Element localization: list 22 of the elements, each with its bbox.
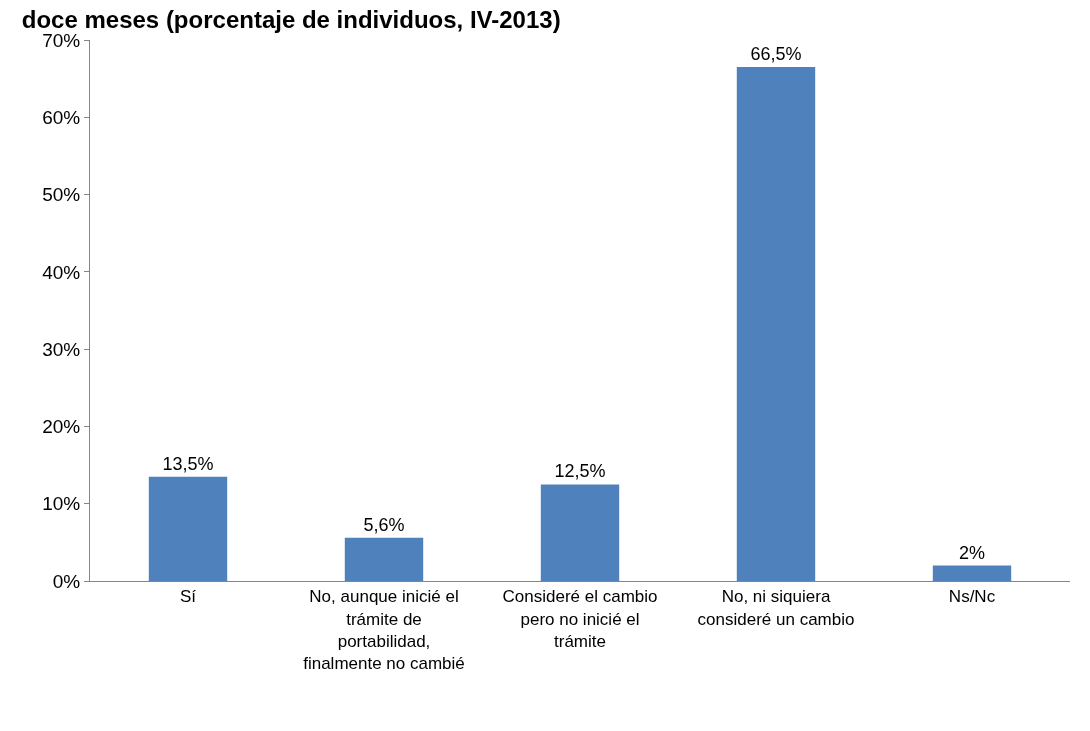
y-tick-label: 60% xyxy=(42,106,81,128)
data-label: 2% xyxy=(958,542,986,563)
y-tick-label: 20% xyxy=(42,416,81,438)
y-tick-label: 0% xyxy=(52,570,81,592)
bar xyxy=(148,476,228,581)
data-label: 66,5% xyxy=(750,44,802,65)
y-tick-label: 40% xyxy=(42,261,81,283)
y-tick-label: 10% xyxy=(42,493,81,515)
x-tick-label: No, aunque inicié el trámite de portabilidad, finalmente no cambié xyxy=(303,587,465,673)
bar xyxy=(344,537,424,581)
x-tick-label: Sí xyxy=(179,587,197,607)
data-label: 5,6% xyxy=(363,514,405,535)
x-tick-label: Consideré el cambio pero no inicié el trámite xyxy=(502,587,658,651)
x-tick-label: No, ni siquiera consideré un cambio xyxy=(697,587,855,629)
bar xyxy=(932,565,1012,581)
data-label: 13,5% xyxy=(162,453,214,474)
data-label: 12,5% xyxy=(554,461,606,482)
bar xyxy=(540,484,620,581)
x-tick-label: Ns/Nc xyxy=(948,587,996,607)
bar xyxy=(736,67,816,581)
y-tick-label: 30% xyxy=(42,338,81,360)
y-tick-label: 50% xyxy=(42,184,81,206)
